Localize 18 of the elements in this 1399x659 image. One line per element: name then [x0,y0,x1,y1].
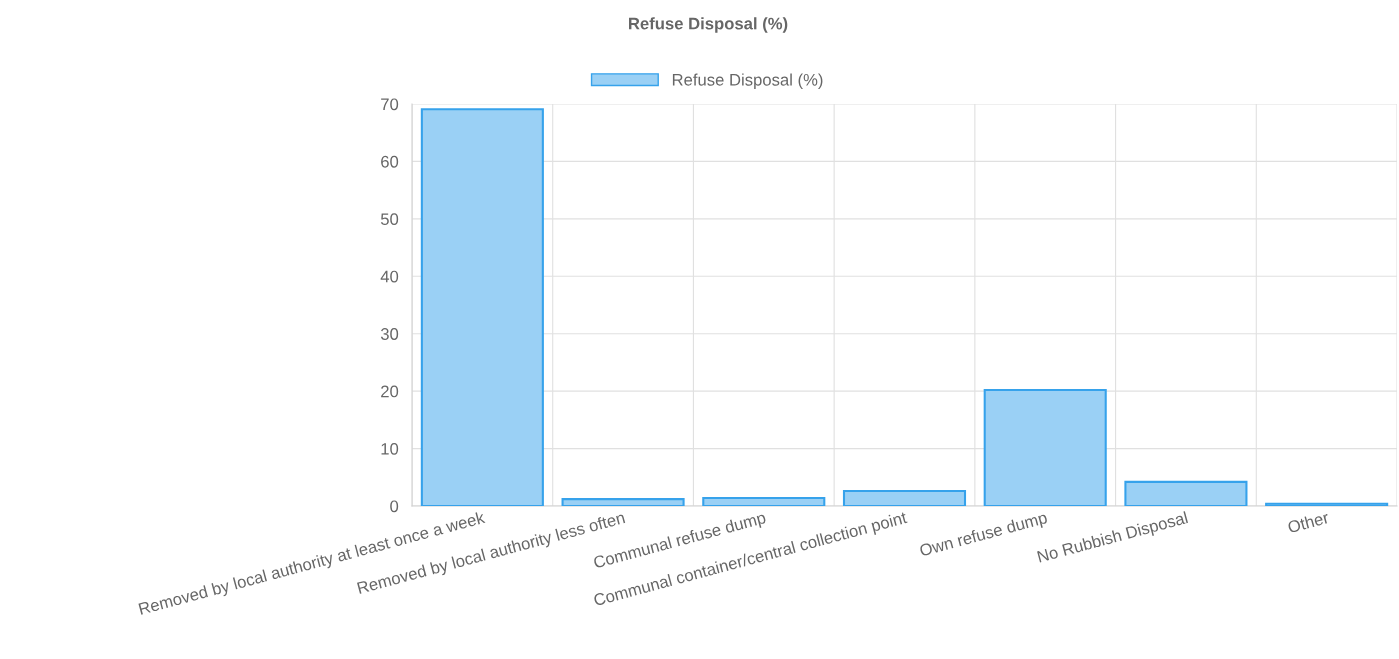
bar [1265,502,1389,506]
bar [420,108,544,506]
legend-label: Refuse Disposal (%) [672,73,823,89]
bar [983,388,1107,506]
x-tick-label: Other [1287,510,1330,534]
y-tick-label: 50 [380,213,399,226]
y-tick-label: 60 [381,155,399,168]
y-tick-label: 0 [390,500,399,513]
y-tick-label: 10 [381,442,399,455]
y-tick-label: 30 [380,328,399,340]
bar [842,490,967,506]
bar [702,496,826,506]
y-tick-label: 20 [381,385,399,398]
bar [561,498,685,506]
y-tick-label: 40 [380,270,399,283]
chart-title: Refuse Disposal (%) [629,17,788,33]
y-tick-label: 70 [381,98,399,111]
bar [1124,480,1248,506]
